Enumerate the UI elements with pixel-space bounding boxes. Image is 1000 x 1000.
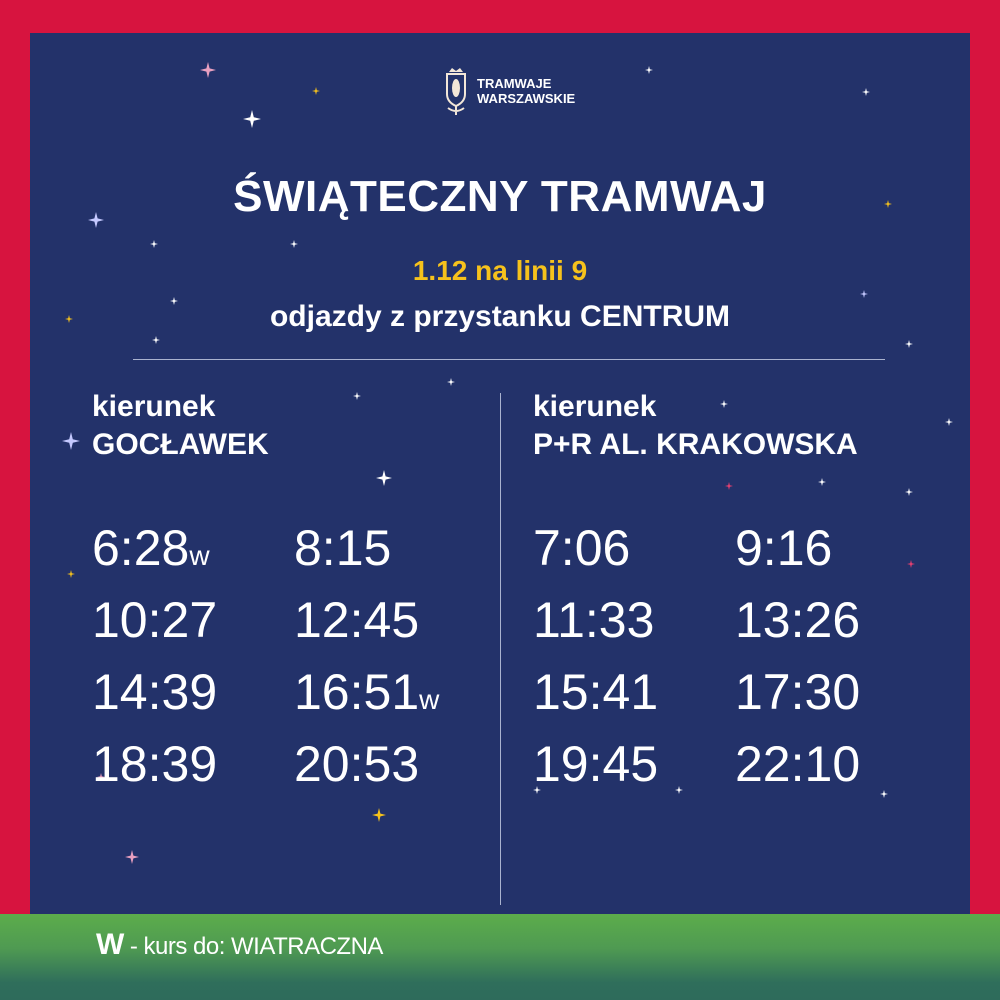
star-icon (860, 290, 868, 301)
time-value: 10:27 (92, 592, 218, 648)
direction-label: kierunek (533, 390, 657, 423)
time-value: 22:10 (735, 736, 861, 792)
star-icon (884, 200, 892, 211)
stop-line: odjazdy z przystanku CENTRUM (269, 300, 731, 333)
legend-key: W (96, 928, 124, 961)
logo-line2: WARSZAWSKIE (477, 91, 576, 106)
departure-time: 12:45 (294, 588, 496, 660)
star-icon (152, 336, 160, 347)
departure-time: 6:28w (92, 516, 294, 588)
time-value: 19:45 (533, 736, 659, 792)
time-marker: w (419, 684, 440, 715)
direction-goclawek: kierunek GOCŁAWEK 6:28w 8:15 10:27 12:45 14:… (92, 388, 439, 792)
direction-krakowska: kierunek P+R AL. KRAKOWSKA 7:06 9:16 11:33… (533, 388, 860, 792)
time-value: 17:30 (735, 664, 861, 720)
departure-time: 15:41 (533, 660, 735, 732)
time-value: 8:15 (294, 520, 392, 576)
star-icon (97, 773, 105, 784)
departure-time: 10:27 (92, 588, 294, 660)
star-icon (880, 790, 888, 801)
legend-text: - kurs do: WIATRACZNA (129, 933, 384, 960)
star-icon (945, 418, 953, 429)
time-value: 16:51 (294, 664, 420, 720)
page-title: ŚWIĄTECZNY TRAMWAJ (233, 172, 767, 221)
star-icon (862, 88, 870, 99)
time-value: 18:39 (92, 736, 218, 792)
departure-time: 7:06 (533, 516, 735, 588)
direction-name: P+R AL. KRAKOWSKA (533, 428, 858, 461)
departure-time: 19:45 (533, 732, 735, 804)
departure-time: 18:39 (92, 732, 294, 804)
star-icon (447, 378, 455, 389)
departure-time: 13:26 (735, 588, 937, 660)
departure-time: 17:30 (735, 660, 937, 732)
star-icon (675, 786, 683, 797)
star-icon (200, 62, 216, 81)
star-icon (170, 297, 178, 308)
departure-time: 16:51w (294, 660, 496, 732)
date-line: 1.12 na linii 9 (412, 255, 588, 286)
star-icon (720, 400, 728, 411)
divider (133, 359, 885, 360)
star-icon (150, 240, 158, 251)
star-icon (125, 850, 139, 867)
star-icon (243, 110, 261, 131)
footer-legend: W- kurs do: WIATRACZNA (0, 914, 1000, 1000)
time-value: 14:39 (92, 664, 218, 720)
departure-time: 11:33 (533, 588, 735, 660)
time-value: 12:45 (294, 592, 420, 648)
time-value: 13:26 (735, 592, 861, 648)
star-icon (65, 315, 73, 326)
logo-line1: TRAMWAJE (477, 76, 552, 91)
star-icon (312, 87, 320, 98)
star-icon (533, 786, 541, 797)
star-icon (67, 570, 75, 581)
departure-time: 22:10 (735, 732, 937, 804)
star-icon (818, 478, 826, 489)
coat-of-arms-icon (446, 68, 466, 115)
departure-time: 14:39 (92, 660, 294, 732)
time-value: 7:06 (533, 520, 631, 576)
time-marker: w (189, 540, 210, 571)
star-icon (372, 808, 386, 825)
departure-time: 9:16 (735, 516, 937, 588)
star-icon (290, 240, 298, 251)
star-icon (725, 482, 733, 493)
direction-name: GOCŁAWEK (92, 428, 269, 461)
star-icon (907, 560, 915, 571)
time-value: 15:41 (533, 664, 659, 720)
column-divider (500, 393, 501, 905)
star-icon (62, 432, 80, 453)
departure-time: 20:53 (294, 732, 496, 804)
logo: TRAMWAJE WARSZAWSKIE (445, 66, 575, 116)
star-icon (353, 392, 361, 403)
departure-times: 6:28w 8:15 10:27 12:45 14:39 16:51w 18:39 20:53 (92, 516, 496, 804)
time-value: 6:28 (92, 520, 190, 576)
time-value: 9:16 (735, 520, 833, 576)
star-icon (88, 212, 104, 231)
star-icon (645, 66, 653, 77)
time-value: 20:53 (294, 736, 420, 792)
time-value: 11:33 (533, 592, 655, 648)
star-icon (905, 488, 913, 499)
direction-label: kierunek (92, 390, 216, 423)
departure-times: 7:06 9:16 11:33 13:26 15:41 17:30 19:45 22:10 (533, 516, 937, 804)
departure-time: 8:15 (294, 516, 496, 588)
star-icon (376, 470, 392, 489)
star-icon (905, 340, 913, 351)
